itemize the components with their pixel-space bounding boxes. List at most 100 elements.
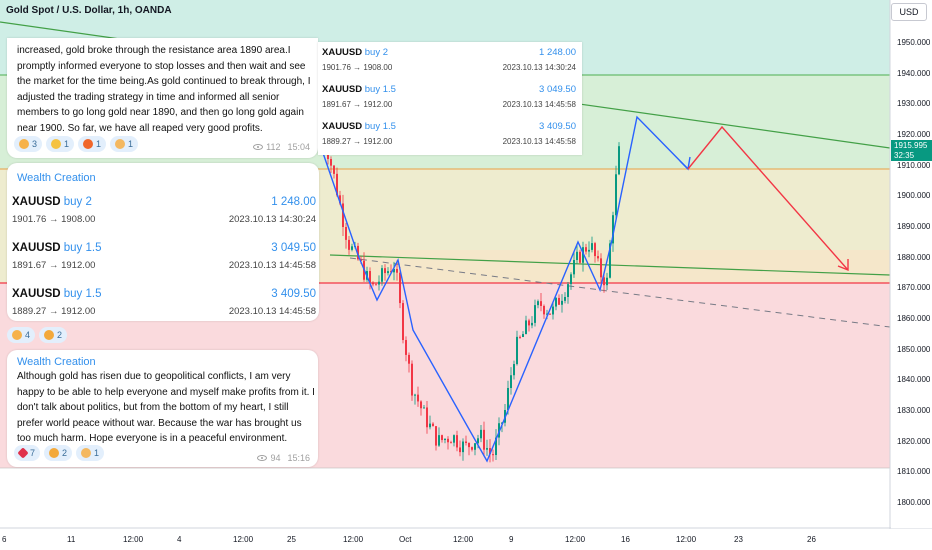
message-text: increased, gold broke through the resist… (17, 43, 317, 136)
candle-body (453, 435, 455, 443)
trade-list: XAUUSD buy 2 1 248.00 1901.76 → 1908.00 202… (12, 196, 316, 334)
candle-body (390, 271, 392, 273)
candle-body (468, 442, 470, 448)
reaction-button[interactable]: 1 (46, 136, 75, 152)
candle-body (558, 297, 560, 305)
message-meta: 94 15:16 (257, 453, 310, 463)
pattern-line (321, 115, 689, 463)
reaction-button[interactable]: 3 (14, 136, 43, 152)
trade-profit: 3 049.50 (271, 242, 316, 254)
candle-body (369, 271, 371, 283)
trade-line-sub: 1891.67 → 1912.00 2023.10.13 14:45:58 (322, 100, 576, 112)
price-tick-label: 1920.000 (897, 130, 931, 139)
time-tick-label: 11 (67, 535, 76, 544)
time-tick-label: 12:00 (343, 535, 364, 544)
reaction-button[interactable]: 2 (39, 327, 68, 343)
candle-body (597, 256, 599, 259)
candle-body (342, 203, 344, 228)
last-price-value: 1915.995 (894, 141, 928, 150)
forecast-line (687, 125, 849, 271)
reaction-button[interactable]: 1 (76, 445, 105, 461)
candle-body (447, 438, 449, 443)
trade-row: XAUUSD buy 2 1 248.00 1901.76 → 1908.00 202… (322, 47, 576, 84)
trade-profit: 3 409.50 (271, 288, 316, 300)
channel-name[interactable]: Wealth Creation (17, 356, 96, 368)
pray-icon (115, 139, 126, 149)
thumbs-up-icon (12, 330, 22, 340)
trade-symbol: XAUUSD (322, 47, 363, 58)
message-line: members to go long gold near 1890, and t… (17, 107, 304, 118)
time-tick-label: 23 (734, 535, 743, 544)
candle-body (576, 251, 578, 260)
message-line: too much harm. Hope everyone is in a pea… (17, 433, 288, 444)
candle-body (477, 438, 479, 444)
trade-direction: buy 1.5 (63, 288, 102, 300)
candle-body (513, 364, 515, 376)
time-axis-bg (0, 529, 932, 550)
candle-body (588, 249, 590, 252)
view-count: 112 (266, 142, 281, 152)
views-icon (257, 455, 268, 461)
trade-price-range: 1901.76 → 1908.00 (322, 62, 393, 72)
candle-body (579, 251, 581, 263)
price-tick-label: 1940.000 (897, 68, 931, 78)
trade-direction: buy 1.5 (364, 84, 396, 95)
time-tick-label: 26 (807, 535, 816, 544)
thumbs-up-icon (19, 139, 29, 149)
reaction-count: 1 (128, 139, 134, 149)
trade-date: 2023.10.13 14:45:58 (502, 99, 576, 109)
candle-body (360, 259, 362, 261)
candle-body (618, 146, 620, 175)
view-count: 94 (270, 453, 281, 463)
trade-direction: buy 1.5 (364, 121, 396, 132)
reaction-button[interactable]: 1 (78, 136, 107, 152)
candle-body (348, 239, 350, 250)
trade-row: XAUUSD buy 1.5 3 409.50 1889.27 → 1912.00 2… (322, 121, 576, 158)
price-tick-label: 1860.000 (897, 314, 931, 324)
reaction-button[interactable]: 1 (110, 136, 139, 152)
candle-body (351, 246, 353, 250)
currency-button[interactable]: USD (891, 3, 927, 21)
reaction-bar: 3 1 1 1 (14, 136, 139, 152)
trade-direction: buy 2 (364, 47, 389, 58)
candle-body (462, 441, 464, 453)
price-tick-label: 1820.000 (897, 436, 931, 446)
reaction-button[interactable]: 4 (7, 327, 36, 343)
candle-body (414, 394, 416, 396)
reaction-button[interactable]: 7 (14, 445, 41, 461)
trade-price-range: 1889.27 → 1912.00 (12, 305, 96, 317)
trade-symbol: XAUUSD (322, 121, 363, 132)
trade-symbol: XAUUSD (12, 288, 61, 300)
trade-line-sub: 1901.76 → 1908.00 2023.10.13 14:30:24 (322, 63, 576, 75)
candle-body (552, 306, 554, 315)
candle-body (507, 387, 509, 410)
candle-body (543, 305, 545, 315)
dashed-trendline (349, 257, 891, 328)
price-tick-label: 1900.000 (897, 191, 931, 201)
candle-body (495, 437, 497, 456)
candle-body (435, 426, 437, 446)
candle-body (570, 274, 572, 285)
message-text: Although gold has risen due to geopoliti… (17, 369, 317, 447)
trade-line-main: XAUUSD buy 1.5 3 049.50 (12, 242, 316, 260)
price-tick-label: 1810.000 (897, 467, 931, 477)
channel-name[interactable]: Wealth Creation (17, 172, 96, 184)
candle-body (525, 320, 527, 335)
last-price-tag: 1915.995 32:35 (891, 140, 932, 161)
time-tick-label: Oct (399, 535, 412, 544)
trade-symbol: XAUUSD (12, 196, 61, 208)
price-tick-label: 1890.000 (897, 222, 931, 232)
trade-row: XAUUSD buy 1.5 3 049.50 1891.67 → 1912.00 2… (12, 242, 316, 288)
time-tick-label: 16 (621, 535, 630, 544)
trade-line-sub: 1889.27 → 1912.00 2023.10.13 14:45:58 (12, 306, 316, 320)
trade-profit: 1 248.00 (539, 47, 576, 58)
candle-body (564, 297, 566, 301)
candle-body (546, 313, 548, 315)
reaction-button[interactable]: 2 (44, 445, 73, 461)
trade-profit: 3 049.50 (539, 84, 576, 95)
candle-body (483, 429, 485, 450)
pray-icon (81, 448, 92, 458)
symbol-title[interactable]: Gold Spot / U.S. Dollar, 1h, OANDA (6, 5, 172, 16)
